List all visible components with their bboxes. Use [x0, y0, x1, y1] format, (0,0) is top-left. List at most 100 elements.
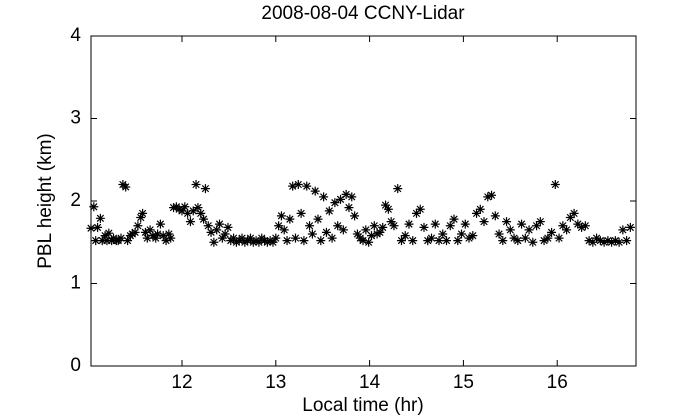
- point: [166, 233, 176, 243]
- y-tick-label: 1: [70, 273, 81, 294]
- y-tick-label: 3: [70, 108, 81, 129]
- point: [625, 222, 635, 232]
- y-axis-label: PBL height (km): [35, 133, 56, 269]
- point: [338, 225, 348, 235]
- point: [513, 236, 523, 246]
- point: [483, 192, 493, 202]
- point: [423, 236, 433, 246]
- point: [550, 180, 560, 189]
- point: [386, 217, 396, 227]
- point: [358, 236, 368, 246]
- point: [123, 236, 133, 246]
- point: [607, 237, 617, 247]
- point: [369, 221, 379, 231]
- point: [293, 180, 303, 189]
- point: [196, 208, 206, 218]
- point: [408, 236, 418, 246]
- point: [271, 233, 281, 243]
- point: [282, 236, 292, 246]
- point: [305, 221, 315, 231]
- point: [102, 236, 112, 246]
- point: [330, 198, 340, 208]
- point: [614, 237, 624, 247]
- point: [285, 214, 295, 224]
- point: [393, 184, 403, 194]
- point: [229, 233, 239, 243]
- point: [490, 211, 500, 221]
- point: [389, 221, 399, 231]
- point: [299, 236, 309, 246]
- point: [457, 229, 467, 239]
- point: [254, 237, 264, 247]
- point: [603, 236, 613, 246]
- x-axis-label: Local time (hr): [302, 395, 423, 416]
- point: [296, 208, 306, 218]
- point: [310, 186, 320, 196]
- point: [562, 225, 572, 235]
- point: [248, 237, 258, 247]
- x-tick-label: 15: [453, 372, 474, 393]
- point: [288, 181, 298, 191]
- point: [494, 229, 504, 239]
- point: [584, 236, 594, 246]
- point: [366, 231, 376, 241]
- point: [151, 233, 161, 243]
- point: [622, 236, 632, 246]
- point: [231, 237, 241, 247]
- point: [472, 208, 482, 218]
- point: [220, 229, 230, 239]
- point: [415, 204, 425, 214]
- point: [316, 236, 326, 246]
- point: [532, 221, 542, 231]
- point: [319, 192, 329, 202]
- point: [138, 208, 148, 218]
- point: [618, 225, 628, 235]
- point: [378, 222, 388, 232]
- point: [290, 233, 300, 243]
- point: [347, 192, 357, 202]
- point: [438, 229, 448, 239]
- point: [158, 231, 168, 241]
- x-tick-label: 16: [547, 372, 568, 393]
- point: [547, 227, 557, 237]
- point: [430, 219, 440, 229]
- x-tick-label: 12: [171, 372, 192, 393]
- point: [89, 202, 99, 212]
- y-tick-label: 2: [70, 190, 81, 211]
- point: [449, 214, 459, 224]
- point: [460, 219, 470, 229]
- point: [464, 233, 474, 243]
- point: [276, 211, 286, 221]
- y-tick-label: 0: [70, 355, 81, 376]
- point: [95, 213, 105, 223]
- point: [174, 204, 184, 214]
- point: [104, 228, 114, 238]
- point: [86, 223, 96, 233]
- point: [475, 204, 485, 214]
- point: [262, 237, 272, 247]
- point: [372, 229, 382, 239]
- point: [324, 206, 334, 216]
- point: [396, 236, 406, 246]
- point: [212, 225, 222, 235]
- point: [193, 203, 203, 213]
- point: [336, 194, 346, 204]
- point: [199, 214, 209, 224]
- point: [142, 233, 152, 243]
- point: [577, 222, 587, 232]
- point: [588, 237, 598, 247]
- point: [502, 217, 512, 227]
- point: [121, 182, 131, 192]
- point: [321, 227, 331, 237]
- point: [209, 237, 219, 247]
- point: [361, 225, 371, 235]
- point: [599, 237, 609, 247]
- point: [185, 217, 195, 227]
- point: [610, 236, 620, 246]
- point: [565, 213, 575, 222]
- point: [327, 233, 337, 243]
- point: [569, 208, 579, 218]
- point: [130, 227, 140, 237]
- point: [100, 231, 110, 241]
